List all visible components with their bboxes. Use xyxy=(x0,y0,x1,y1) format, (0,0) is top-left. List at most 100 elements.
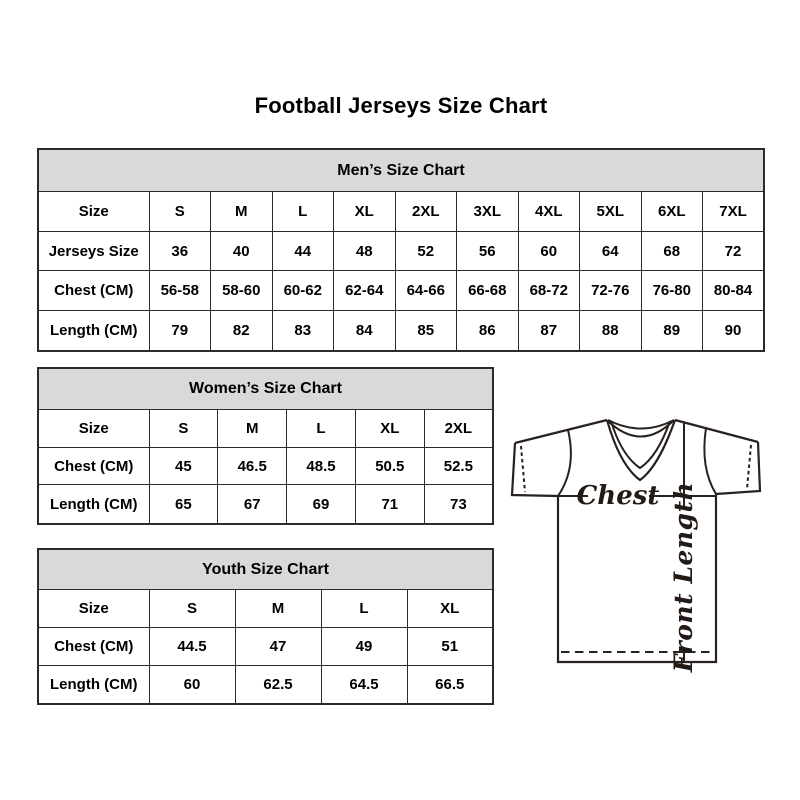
size-cell: 6XL xyxy=(640,191,703,232)
size-cell: S xyxy=(148,408,219,448)
size-cell: 7XL xyxy=(702,191,765,232)
size-cell: 80-84 xyxy=(702,270,765,311)
jersey-collar-outer-v xyxy=(605,419,677,482)
size-cell: 44.5 xyxy=(148,627,236,666)
row-label: Length (CM) xyxy=(37,664,150,705)
size-cell: 79 xyxy=(148,309,211,352)
size-cell: 72 xyxy=(702,230,765,272)
row-label: Size xyxy=(37,589,150,629)
row-label: Size xyxy=(37,191,150,232)
jersey-collar-inner-v xyxy=(610,420,671,470)
table-row: Size S M L XL xyxy=(37,589,494,629)
size-cell: 71 xyxy=(354,484,425,525)
jersey-right-sleeve xyxy=(715,441,762,496)
size-cell: 76-80 xyxy=(640,270,703,311)
size-cell: 36 xyxy=(148,230,211,272)
size-cell: 64.5 xyxy=(320,664,408,705)
size-cell: 48.5 xyxy=(286,446,356,486)
size-cell: 49 xyxy=(320,627,408,666)
youth-section-header: Youth Size Chart xyxy=(37,548,494,591)
womens-size-table: Women’s Size Chart Size S M L XL 2XL Chest (CM)… xyxy=(37,367,494,525)
jersey-left-cuff-dashed-line xyxy=(520,445,526,493)
youth-size-table: Youth Size Chart Size S M L XL Chest (CM) 44.5 4… xyxy=(37,548,494,705)
row-label: Jerseys Size xyxy=(37,230,150,272)
size-cell: 52 xyxy=(394,230,457,272)
size-cell: L xyxy=(271,191,334,232)
size-cell: 48 xyxy=(333,230,396,272)
size-cell: 73 xyxy=(423,484,494,525)
size-cell: 67 xyxy=(217,484,288,525)
jersey-body-outline xyxy=(556,494,718,664)
jersey-measurement-diagram: Chest Front Length xyxy=(503,400,778,685)
table-row: Chest (CM) 44.5 47 49 51 xyxy=(37,627,494,666)
jersey-collar-back-curve-shallow xyxy=(607,419,675,430)
size-cell: 65 xyxy=(148,484,219,525)
size-cell: 87 xyxy=(517,309,580,352)
size-cell: 2XL xyxy=(423,408,494,448)
mens-size-table: Men’s Size Chart Size S M L XL 2XL 3XL 4XL 5XL 6XL… xyxy=(37,148,765,352)
jersey-left-armhole-seam xyxy=(557,429,572,497)
jersey-right-cuff-dashed-line xyxy=(746,444,752,490)
size-cell: 64-66 xyxy=(394,270,457,311)
size-cell: 58-60 xyxy=(210,270,273,311)
size-cell: 51 xyxy=(406,627,494,666)
size-cell: 56 xyxy=(456,230,519,272)
size-cell: 69 xyxy=(286,484,356,525)
table-row: Jerseys Size 36 40 44 48 52 56 60 64 68 72 xyxy=(37,230,765,272)
page-title: Football Jerseys Size Chart xyxy=(254,93,548,118)
size-cell: 89 xyxy=(640,309,703,352)
size-cell: 52.5 xyxy=(423,446,494,486)
size-cell: 62-64 xyxy=(333,270,396,311)
jersey-left-sleeve xyxy=(510,442,559,498)
row-label: Chest (CM) xyxy=(37,627,150,666)
table-row: Chest (CM) 56-58 58-60 60-62 62-64 64-66 66-68… xyxy=(37,270,765,311)
size-cell: L xyxy=(320,589,408,629)
row-label: Size xyxy=(37,408,150,448)
jersey-collar-back-curve-deep xyxy=(607,420,674,438)
size-cell: 60 xyxy=(148,664,236,705)
size-cell: 4XL xyxy=(517,191,580,232)
size-cell: 62.5 xyxy=(234,664,322,705)
row-label: Length (CM) xyxy=(37,309,150,352)
size-cell: 60 xyxy=(517,230,580,272)
size-cell: 3XL xyxy=(456,191,519,232)
size-cell: 68-72 xyxy=(517,270,580,311)
jersey-right-armhole-seam xyxy=(703,427,717,495)
size-cell: 72-76 xyxy=(579,270,642,311)
size-cell: 56-58 xyxy=(148,270,211,311)
size-cell: 84 xyxy=(333,309,396,352)
front-length-label: Front Length xyxy=(669,482,698,673)
table-row: Size S M L XL 2XL xyxy=(37,408,494,448)
size-cell: S xyxy=(148,589,236,629)
size-cell: 5XL xyxy=(579,191,642,232)
table-row: Length (CM) 60 62.5 64.5 66.5 xyxy=(37,664,494,705)
size-cell: 68 xyxy=(640,230,703,272)
size-cell: 66-68 xyxy=(456,270,519,311)
size-cell: 50.5 xyxy=(354,446,425,486)
size-cell: 83 xyxy=(271,309,334,352)
size-cell: 64 xyxy=(579,230,642,272)
size-cell: M xyxy=(217,408,288,448)
size-cell: L xyxy=(286,408,356,448)
row-label: Length (CM) xyxy=(37,484,150,525)
size-cell: 40 xyxy=(210,230,273,272)
size-cell: 88 xyxy=(579,309,642,352)
chest-label: Chest xyxy=(577,481,660,511)
row-label: Chest (CM) xyxy=(37,446,150,486)
size-cell: XL xyxy=(406,589,494,629)
size-cell: 82 xyxy=(210,309,273,352)
jersey-left-shoulder xyxy=(514,418,608,445)
size-cell: M xyxy=(234,589,322,629)
size-cell: 85 xyxy=(394,309,457,352)
jersey-diagram-icon: Chest Front Length xyxy=(510,418,762,673)
table-row: Chest (CM) 45 46.5 48.5 50.5 52.5 xyxy=(37,446,494,486)
women-section-header: Women’s Size Chart xyxy=(37,367,494,410)
size-cell: 90 xyxy=(702,309,765,352)
table-row: Size S M L XL 2XL 3XL 4XL 5XL 6XL 7XL xyxy=(37,191,765,232)
size-cell: XL xyxy=(333,191,396,232)
size-cell: 45 xyxy=(148,446,219,486)
jersey-right-shoulder xyxy=(674,418,759,444)
size-cell: 46.5 xyxy=(217,446,288,486)
men-section-header: Men’s Size Chart xyxy=(37,148,765,193)
size-cell: 60-62 xyxy=(271,270,334,311)
